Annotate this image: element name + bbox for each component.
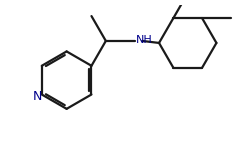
Text: N: N bbox=[33, 90, 42, 103]
Text: NH: NH bbox=[136, 35, 153, 45]
